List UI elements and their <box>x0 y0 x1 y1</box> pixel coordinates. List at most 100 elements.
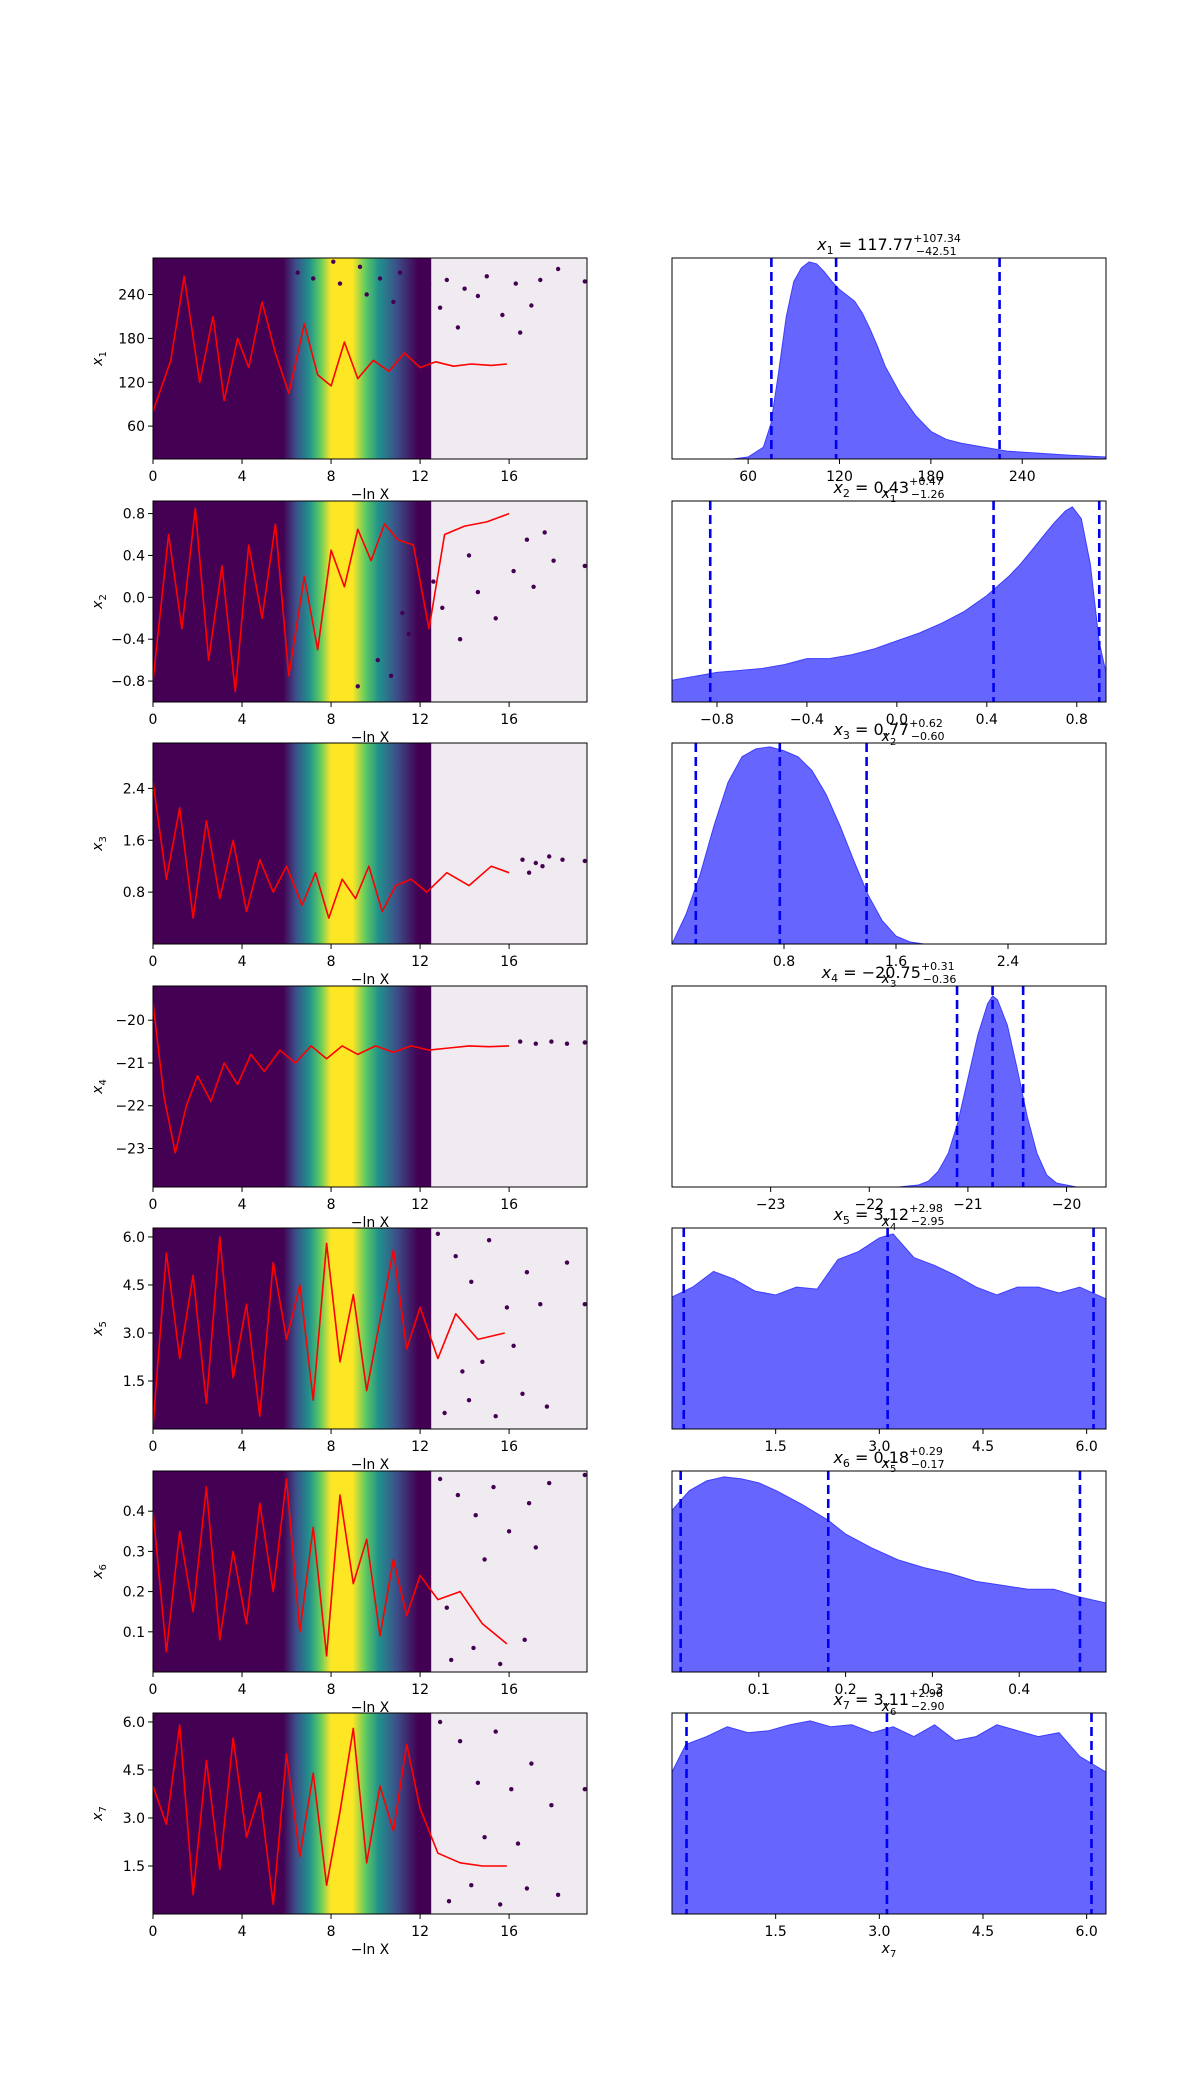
posterior-title-x1: x1 = 117.77+107.34 −42.51 <box>816 232 961 258</box>
scatter-point-x4-0 <box>213 1013 218 1019</box>
trace-xtick-label-x4-4: 16 <box>500 1197 518 1213</box>
trace-panel-x1 <box>153 258 587 459</box>
scatter-point-x1-4 <box>397 270 403 275</box>
scatter-point-x6-1 <box>455 1492 461 1498</box>
scatter-point-x2-8 <box>493 616 498 621</box>
scatter-point-x2-11 <box>551 558 556 563</box>
scatter-point-x2-3 <box>406 631 412 637</box>
scatter-point-x7-2 <box>475 1780 481 1786</box>
scatter-point-x3-2 <box>547 854 552 859</box>
scatter-point-x4-4 <box>533 1041 538 1046</box>
scatter-point-x5-16 <box>460 1369 465 1374</box>
posterior-xtick-label-x4-3: −20 <box>1052 1197 1082 1213</box>
posterior-xtick-label-x4-2: −21 <box>953 1197 983 1213</box>
posterior-xtick-label-x2-1: −0.4 <box>790 712 824 728</box>
trace-xtick-label-x5-0: 0 <box>149 1439 158 1455</box>
trace-xtick-label-x2-0: 0 <box>149 712 158 728</box>
trace-ytick-label-x7-1: 3.0 <box>123 1811 145 1827</box>
scatter-point-x1-6 <box>444 277 449 283</box>
scatter-point-x1-8 <box>484 274 489 279</box>
posterior-density-x1 <box>672 261 1106 459</box>
trace-xtick-label-x4-3: 12 <box>411 1197 429 1213</box>
trace-xtick-label-x1-1: 4 <box>238 469 247 485</box>
trace-ylabel-x7: x7 <box>90 1806 109 1822</box>
scatter-point-x4-10 <box>157 992 162 997</box>
trace-xtick-label-x1-2: 8 <box>327 469 336 485</box>
trace-ytick-label-x7-3: 6.0 <box>123 1715 145 1731</box>
sparse-region <box>431 501 587 702</box>
scatter-point-x5-14 <box>480 1359 485 1365</box>
scatter-point-x5-11 <box>493 1414 498 1419</box>
trace-xtick-label-x3-2: 8 <box>327 954 336 970</box>
trace-ytick-label-x4-1: −21 <box>115 1056 145 1072</box>
scatter-point-x6-3 <box>491 1484 496 1490</box>
scatter-point-x2-10 <box>531 584 536 589</box>
trace-xtick-label-x2-4: 16 <box>500 712 518 728</box>
scatter-point-x6-0 <box>437 1476 443 1482</box>
scatter-point-x5-8 <box>582 1302 587 1307</box>
scatter-point-x6-5 <box>526 1501 532 1506</box>
trace-xtick-label-x3-3: 12 <box>411 954 429 970</box>
trace-frame-x5 <box>152 1227 588 1430</box>
scatter-point-x3-3 <box>560 857 565 862</box>
scatter-point-x5-6 <box>538 1302 543 1307</box>
scatter-point-x1-11 <box>555 266 561 272</box>
posterior-xtick-label-x1-2: 180 <box>918 469 945 485</box>
posterior-xlabel-x5: x5 <box>881 1456 897 1475</box>
chain-trace-line-x7 <box>153 1724 507 1906</box>
scatter-point-x1-16 <box>500 312 505 318</box>
scatter-point-x7-0 <box>437 1719 443 1725</box>
posterior-frame-x5 <box>671 1227 1107 1430</box>
scatter-point-x2-7 <box>475 589 481 595</box>
scatter-point-x7-11 <box>524 1886 530 1891</box>
chain-trace-line-x2 <box>153 507 510 693</box>
posterior-xtick-label-x7-2: 4.5 <box>972 1924 994 1940</box>
trace-xtick-label-x6-1: 4 <box>238 1682 247 1698</box>
scatter-point-x1-15 <box>475 293 481 299</box>
posterior-frame-x4 <box>671 985 1107 1188</box>
scatter-point-x3-0 <box>520 857 525 862</box>
scatter-point-x6-4 <box>506 1529 512 1534</box>
trace-ytick-label-x2-1: −0.4 <box>111 632 145 648</box>
scatter-point-x6-12 <box>482 1557 487 1562</box>
posterior-xtick-label-x4-1: −22 <box>854 1197 884 1213</box>
trace-ytick-label-x2-0: −0.8 <box>111 674 145 690</box>
scatter-point-x1-1 <box>331 259 336 264</box>
trace-frame-x3 <box>152 742 588 945</box>
trace-panel-x7 <box>153 1713 587 1914</box>
posterior-xtick-label-x6-3: 0.4 <box>1008 1682 1030 1698</box>
trace-xtick-label-x5-1: 4 <box>238 1439 247 1455</box>
posterior-xtick-label-x1-3: 240 <box>1009 469 1036 485</box>
trace-xtick-label-x2-3: 12 <box>411 712 429 728</box>
scatter-point-x7-4 <box>509 1787 514 1792</box>
posterior-panel-x4 <box>672 986 1106 1187</box>
posterior-xtick-label-x7-1: 3.0 <box>868 1924 890 1940</box>
scatter-point-x7-3 <box>493 1729 498 1734</box>
scatter-point-x7-8 <box>446 1899 452 1904</box>
trace-ytick-label-x6-3: 0.4 <box>123 1504 145 1520</box>
scatter-point-x6-10 <box>498 1661 503 1667</box>
posterior-title-x3: x3 = 0.77+0.62 −0.60 <box>832 717 944 743</box>
posterior-frame-x1 <box>671 257 1107 460</box>
trace-frame-x7 <box>152 1712 588 1915</box>
posterior-xtick-label-x1-0: 60 <box>739 469 757 485</box>
scatter-point-x7-5 <box>529 1761 534 1766</box>
trace-xtick-label-x6-4: 16 <box>500 1682 518 1698</box>
scatter-point-x3-10 <box>182 750 187 755</box>
scatter-point-x5-1 <box>453 1254 458 1259</box>
posterior-density-x6 <box>672 1476 1106 1672</box>
posterior-xlabel-x7: x7 <box>881 1941 897 1960</box>
trace-xtick-label-x1-4: 16 <box>500 469 518 485</box>
scatter-point-x6-6 <box>547 1480 552 1486</box>
scatter-point-x2-4 <box>424 652 429 658</box>
scatter-point-x2-0 <box>355 684 360 689</box>
row-x4: 0 4 8 12 16 −20 −21 −22 −23 −ln X x4 −23 −22 −21 −20 x4… <box>90 960 1107 1233</box>
trace-ytick-label-x7-0: 1.5 <box>123 1859 145 1875</box>
scatter-point-x3-9 <box>224 792 229 798</box>
scatter-point-x1-19 <box>518 330 523 335</box>
scatter-point-x5-2 <box>469 1279 474 1285</box>
row-x7: 0 4 8 12 16 1.5 3.0 4.5 6.0 −ln X x7 1.5 3.0 4.5 6.0 x7… <box>90 1687 1107 1960</box>
scatter-point-x6-9 <box>471 1645 476 1651</box>
posterior-title-x5: x5 = 3.12+2.98 −2.95 <box>832 1202 944 1228</box>
scatter-point-x4-6 <box>564 1041 570 1046</box>
